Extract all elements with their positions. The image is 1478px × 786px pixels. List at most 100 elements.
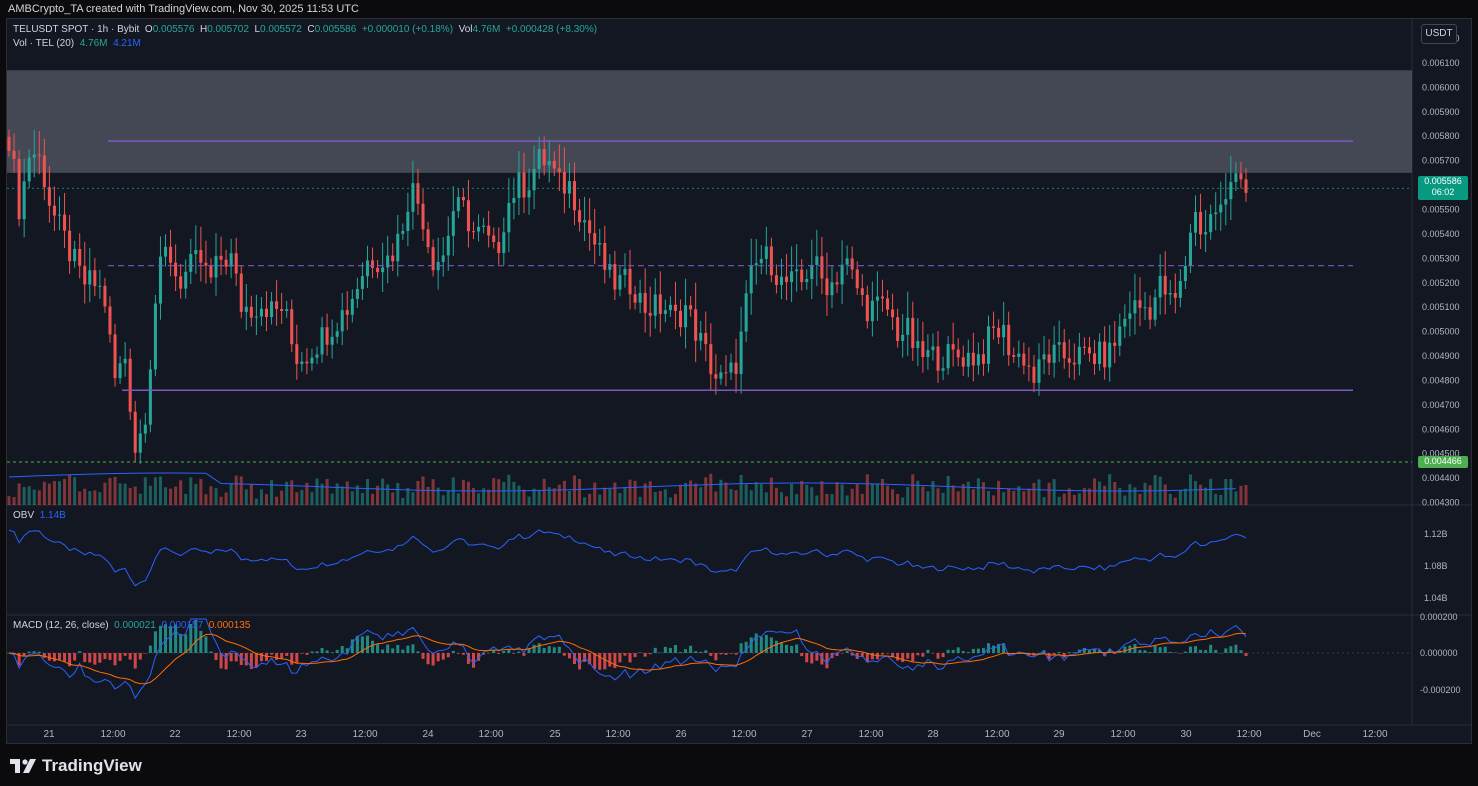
volume-bar: [17, 483, 21, 505]
macd-histogram-bar: [431, 653, 435, 666]
time-axis[interactable]: 21 12:00 22 12:00 23 12:00 24 12:00 25 12:00 26 12:…: [43, 729, 1388, 740]
time-tick-label: 30: [1180, 729, 1192, 740]
volume-bar: [1103, 485, 1107, 505]
candle-body: [1012, 355, 1016, 357]
macd-histogram-bar: [815, 653, 819, 661]
candle-body: [1178, 281, 1182, 298]
macd-histogram-bar: [810, 653, 814, 664]
time-tick-label: 12:00: [226, 729, 251, 740]
macd-histogram-bar: [1057, 652, 1061, 653]
candle-body: [103, 285, 107, 307]
time-tick-label: 12:00: [1110, 729, 1135, 740]
time-tick-label: 12:00: [731, 729, 756, 740]
candle-body: [1188, 232, 1192, 267]
candle-body: [497, 242, 501, 253]
macd-histogram-bar: [805, 653, 809, 663]
candle-body: [138, 433, 142, 453]
candle-body: [689, 305, 693, 310]
volume-bar: [825, 493, 829, 505]
macd-histogram-bar: [386, 644, 390, 653]
candle-body: [840, 264, 844, 285]
macd-histogram-bar: [790, 645, 794, 653]
symbol-name[interactable]: TELUSDT SPOT · 1h · Bybit: [13, 24, 140, 35]
volume-bar: [1229, 479, 1233, 505]
candle-body: [699, 332, 703, 341]
macd-histogram-bar: [426, 653, 430, 665]
macd-signal-line: [8, 632, 1247, 685]
candle-body: [527, 190, 531, 198]
attribution-text: AMBCrypto_TA created with TradingView.co…: [8, 3, 359, 15]
macd-histogram-bar: [946, 649, 950, 653]
volume-bar: [396, 482, 400, 505]
volume-bar: [1077, 493, 1081, 505]
volume-bar: [880, 478, 884, 505]
level-lines[interactable]: [7, 140, 1412, 463]
macd-label[interactable]: MACD (12, 26, close): [13, 620, 109, 631]
macd-histogram-bar: [785, 644, 789, 653]
candle-body: [1148, 307, 1152, 320]
close-label: C: [307, 24, 315, 35]
candle-body: [744, 293, 748, 332]
macd-histogram-bar: [931, 653, 935, 654]
macd-histogram-bar: [179, 633, 183, 653]
candle-body: [583, 220, 587, 223]
candle-body: [785, 276, 789, 283]
volume-bar: [961, 484, 965, 505]
candle-body: [886, 298, 890, 310]
macd-histogram-bar: [527, 648, 531, 653]
volume-bar: [663, 489, 667, 505]
volume-bar: [143, 477, 147, 505]
macd-histogram-bar: [209, 651, 213, 653]
candle-body: [931, 346, 935, 351]
time-tick-label: 29: [1053, 729, 1065, 740]
candle-body: [32, 154, 36, 158]
candle-body: [270, 301, 274, 318]
volume-bar: [1007, 489, 1011, 505]
macd-histogram-bar: [835, 653, 839, 656]
volume-bar: [941, 492, 945, 505]
candle-body: [1209, 214, 1213, 233]
volume-bar: [931, 481, 935, 505]
volume-bar: [744, 484, 748, 505]
candle-body: [810, 264, 814, 279]
chart-frame[interactable]: 0.0062000.0061000.0060000.0059000.005800…: [6, 18, 1472, 744]
currency-button[interactable]: USDT: [1421, 24, 1457, 44]
volume-indicator-label[interactable]: Vol · TEL (20): [13, 38, 75, 49]
volume-bar: [1153, 474, 1157, 505]
volume-bar: [820, 481, 824, 505]
macd-histogram-bar: [174, 624, 178, 653]
volume-bar: [1027, 488, 1031, 505]
volume-bar: [482, 488, 486, 505]
macd-histogram-bar: [239, 653, 243, 666]
tradingview-logo[interactable]: TradingView: [10, 756, 142, 776]
macd-histogram-bar: [487, 652, 491, 654]
obv-label[interactable]: OBV: [13, 510, 35, 521]
volume-bar: [810, 487, 814, 505]
macd-pane[interactable]: 0.000200 0.000000 -0.000200: [7, 612, 1461, 700]
candle-body: [805, 278, 809, 283]
macd-histogram-bar: [997, 643, 1001, 653]
macd-histogram-bar: [1047, 653, 1051, 660]
volume-bar: [835, 482, 839, 505]
macd-histogram-bar: [795, 644, 799, 653]
chart-canvas[interactable]: 0.0062000.0061000.0060000.0059000.005800…: [7, 19, 1471, 743]
candle-body: [482, 225, 486, 227]
volume-bar: [320, 483, 324, 505]
macd-histogram-bar: [330, 652, 334, 653]
candle-body: [477, 226, 481, 232]
volume-bar: [704, 477, 708, 505]
volume-bar: [148, 485, 152, 505]
candle-body: [57, 214, 62, 216]
volume-bar: [946, 475, 950, 505]
candle-body: [335, 331, 339, 337]
obv-pane[interactable]: 1.12B 1.08B 1.04B: [8, 529, 1448, 603]
macd-histogram-bar: [865, 653, 869, 662]
volume-bar: [401, 498, 405, 505]
time-tick-label: 12:00: [1362, 729, 1387, 740]
candle-body: [658, 294, 662, 314]
macd-histogram-bar: [128, 653, 132, 660]
volume-bar: [108, 478, 112, 505]
macd-histogram-bar: [825, 653, 829, 669]
macd-histogram-bar: [916, 653, 920, 656]
volume-bar: [285, 481, 289, 505]
